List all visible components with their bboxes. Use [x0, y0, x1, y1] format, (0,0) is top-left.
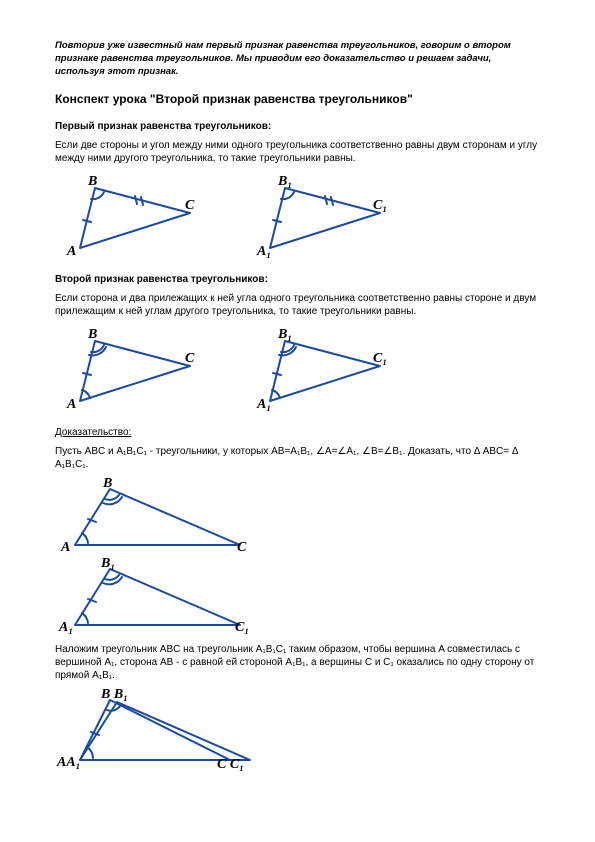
label-b: B [87, 174, 97, 189]
label-b: B [102, 477, 112, 491]
proof-triangle-abc: A B C [55, 477, 540, 557]
label-b1: B₁ [100, 557, 115, 571]
section1-heading: Первый признак равенства треугольников: [55, 120, 540, 133]
label-a1: A₁ [58, 620, 73, 635]
section2-heading: Второй признак равенства треугольников: [55, 273, 540, 286]
label-c1: C₁ [373, 198, 387, 213]
label-c: C [237, 540, 247, 555]
triangle-abc-2-icon: A B C [55, 326, 205, 416]
label-a: A [66, 397, 76, 412]
label-b1: B₁ [277, 327, 292, 342]
label-a1: A₁ [256, 397, 271, 412]
triangle-a1b1c1-2-icon: A₁ B₁ C₁ [245, 326, 395, 416]
label-c1: C₁ [373, 351, 387, 366]
label-aa1: AA₁ [56, 755, 81, 770]
label-bb1: B B₁ [100, 688, 128, 702]
label-a1: A₁ [256, 244, 271, 259]
overlay-triangles: AA₁ B B₁ C C₁ [55, 688, 540, 773]
label-b: B [87, 327, 97, 342]
label-c: C [185, 351, 195, 366]
overlay-text: Наложим треугольник ABC на треугольник A… [55, 643, 540, 682]
intro-text: Повторив уже известный нам первый призна… [55, 40, 540, 78]
proof-triangle-a1b1c1: A₁ B₁ C₁ [55, 557, 540, 637]
label-cc1: C C₁ [217, 757, 244, 772]
triangle-row-1: A B C A₁ B₁ C₁ [55, 173, 540, 263]
page-title: Конспект урока "Второй признак равенства… [55, 92, 540, 106]
label-a: A [66, 244, 76, 259]
section1-text: Если две стороны и угол между ними одног… [55, 139, 540, 165]
triangle-a1b1c1-icon: A₁ B₁ C₁ [245, 173, 395, 263]
section2-text: Если сторона и два прилежащих к ней угла… [55, 292, 540, 318]
label-c: C [185, 198, 195, 213]
triangle-abc-icon: A B C [55, 173, 205, 263]
triangle-row-2: A B C A₁ B₁ C₁ [55, 326, 540, 416]
proof-text: Пусть ABC и A₁B₁C₁ - треугольники, у кот… [55, 445, 540, 471]
proof-heading: Доказательство: [55, 426, 540, 439]
label-c1: C₁ [235, 620, 249, 635]
document-page: Повторив уже известный нам первый призна… [0, 0, 595, 793]
label-b1: B₁ [277, 174, 292, 189]
label-a: A [60, 540, 70, 555]
